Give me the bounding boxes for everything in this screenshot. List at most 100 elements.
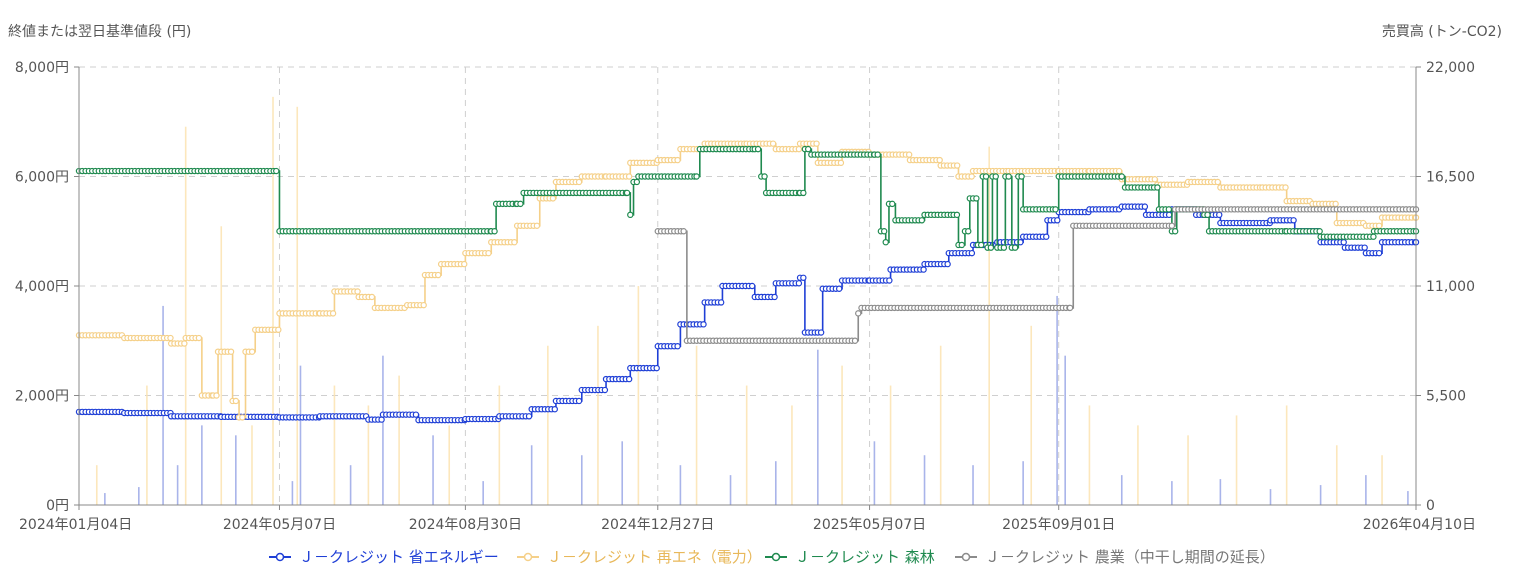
- volume-bar: [621, 441, 624, 505]
- series-point: [653, 364, 660, 372]
- x-tick-label: 2024年12月27日: [601, 517, 714, 533]
- left-tick-label: 0円: [46, 498, 69, 514]
- volume-bar: [580, 455, 583, 505]
- volume-bar: [176, 465, 179, 505]
- series-point: [627, 211, 634, 219]
- series-point: [795, 280, 803, 287]
- volume-bar: [923, 455, 926, 505]
- volume-bar: [1269, 489, 1272, 505]
- price-lines: [75, 140, 1420, 424]
- series-point: [1005, 173, 1012, 180]
- volume-bar: [104, 493, 106, 505]
- series-point: [1115, 167, 1123, 175]
- volume-bar: [1319, 485, 1322, 505]
- series-point: [213, 392, 220, 399]
- series-point: [1361, 244, 1368, 251]
- series-point: [817, 329, 825, 336]
- series-point: [800, 274, 807, 281]
- left-tick-label: 2,000円: [15, 389, 69, 405]
- volume-bar: [791, 405, 793, 505]
- series-point: [491, 228, 498, 235]
- volume-bar: [972, 465, 974, 505]
- series-point: [882, 238, 889, 246]
- series-point: [181, 340, 188, 347]
- volume-bar: [1187, 435, 1189, 505]
- series-point: [693, 173, 700, 180]
- series-point: [674, 156, 681, 164]
- series-point: [227, 348, 235, 355]
- legend-item[interactable]: Ｊ－クレジット 森林: [765, 548, 935, 566]
- series-point: [485, 249, 492, 257]
- volume-bar: [817, 349, 819, 505]
- x-tick-label: 2024年01月04日: [19, 517, 132, 533]
- series-point: [761, 173, 768, 180]
- volume-bar: [349, 465, 352, 505]
- volume-bar: [1365, 475, 1367, 505]
- series-point: [1118, 173, 1125, 180]
- series-point: [918, 217, 926, 224]
- volume-bar: [695, 345, 698, 505]
- volume-bar: [448, 425, 451, 505]
- series-point: [1018, 173, 1025, 180]
- series-point: [889, 200, 896, 208]
- volume-bar: [1235, 415, 1238, 505]
- legend-item[interactable]: Ｊ－クレジット 省エネルギー: [269, 548, 499, 566]
- legend[interactable]: Ｊ－クレジット 省エネルギー Ｊ－クレジット 再エネ（電力） Ｊ－クレジット 森林 Ｊ…: [269, 548, 1275, 566]
- series-point: [717, 299, 725, 306]
- series-point: [248, 348, 256, 355]
- series-point: [1316, 228, 1323, 235]
- series-point: [754, 145, 762, 153]
- series-point: [1000, 244, 1008, 251]
- legend-swatch-marker: [771, 552, 781, 562]
- series-point: [992, 173, 999, 180]
- volume-bar: [597, 325, 599, 505]
- series-point: [633, 178, 641, 186]
- volume-bar: [889, 385, 892, 505]
- series-point: [1052, 206, 1059, 213]
- legend-label: Ｊ－クレジット 再エネ（電力）: [547, 548, 762, 566]
- volume-bar: [220, 226, 223, 506]
- series-point: [987, 244, 995, 251]
- series-point: [575, 397, 583, 405]
- legend-swatch-marker: [275, 552, 285, 562]
- legend-swatch-marker: [961, 552, 971, 562]
- left-axis-title: 終値または翌日基準値段 (円): [8, 23, 191, 40]
- series-point: [232, 397, 240, 405]
- series-point: [944, 260, 951, 268]
- series-point: [1340, 238, 1347, 246]
- legend-swatch-marker: [523, 552, 533, 562]
- series-point: [575, 178, 583, 186]
- volume-bar: [333, 385, 336, 505]
- volume-bar: [251, 425, 253, 505]
- legend-item[interactable]: Ｊ－クレジット 農業（中干し期間の延長）: [955, 548, 1275, 566]
- volume-bar: [745, 385, 748, 505]
- series-point: [835, 285, 843, 292]
- series-point: [1216, 211, 1223, 219]
- volume-bar: [95, 465, 98, 505]
- axes: 0円 2,000円 4,000円 6,000円 8,000円 0 5,500 11,000 16…: [15, 60, 1476, 533]
- series-point: [982, 173, 990, 180]
- series-point: [748, 282, 756, 290]
- volume-bar: [146, 385, 148, 505]
- volume-bar: [939, 345, 942, 505]
- volume-bar: [498, 385, 501, 505]
- series-point: [601, 386, 609, 394]
- series-point: [1154, 184, 1161, 191]
- volume-bar: [1064, 355, 1066, 505]
- volume-bar: [547, 345, 549, 505]
- volume-bar: [1335, 445, 1338, 505]
- volume-bar: [398, 375, 400, 505]
- series-point: [551, 405, 558, 413]
- series-point: [973, 195, 980, 202]
- series-point: [1214, 178, 1221, 186]
- volume-bar: [637, 286, 640, 505]
- volume-bar: [1088, 405, 1091, 505]
- series-point: [977, 241, 985, 249]
- volume-bar: [482, 481, 484, 505]
- volume-bar: [774, 461, 777, 505]
- series-point: [813, 140, 820, 147]
- series-point: [1151, 176, 1158, 183]
- series-point: [368, 293, 376, 301]
- legend-item[interactable]: Ｊ－クレジット 再エネ（電力）: [517, 548, 762, 566]
